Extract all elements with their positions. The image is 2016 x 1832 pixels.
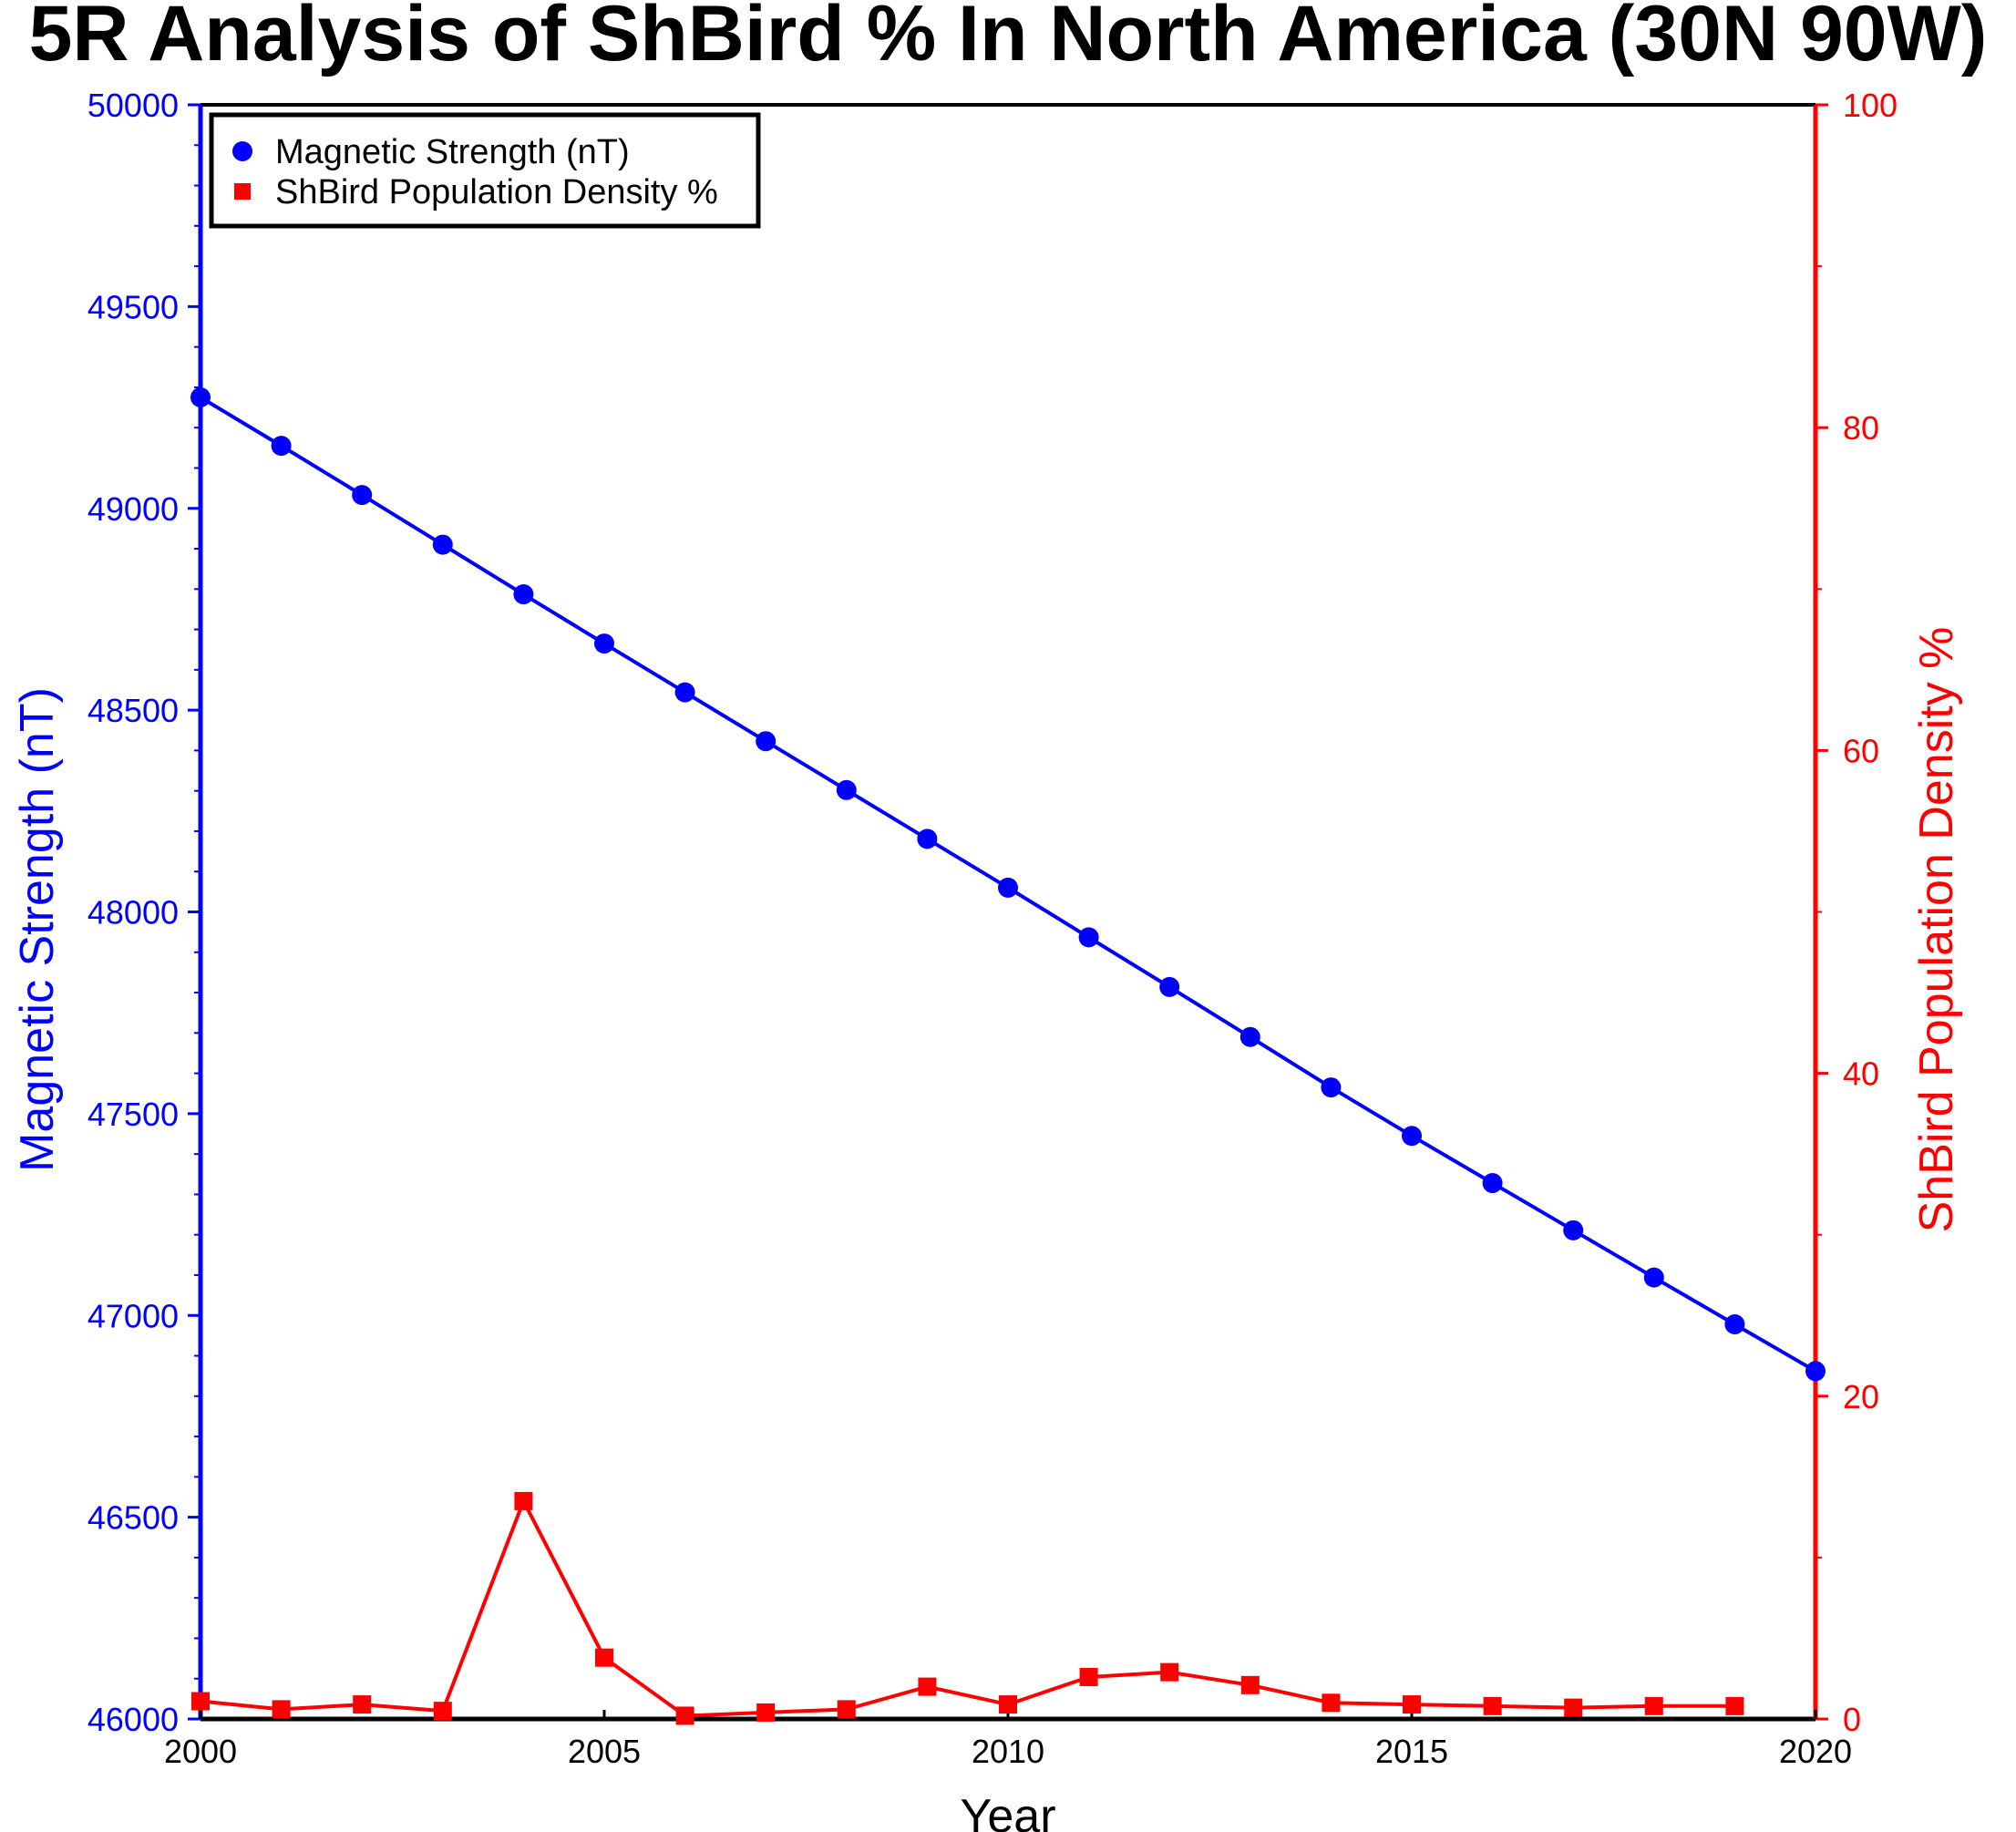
- shbird-point: [1725, 1696, 1744, 1715]
- shbird-point: [756, 1703, 776, 1722]
- right-tick-label: 40: [1843, 1055, 1879, 1093]
- left-tick-label: 50000: [87, 87, 179, 124]
- left-tick-label: 47500: [87, 1096, 179, 1133]
- plot-frame: [198, 103, 1818, 1722]
- shbird-point: [1564, 1698, 1583, 1717]
- left-tick-label: 48500: [87, 692, 179, 729]
- shbird-point: [514, 1491, 533, 1510]
- magnetic-point: [1805, 1361, 1826, 1382]
- magnetic-point: [1159, 976, 1180, 997]
- left-tick-label: 49500: [87, 288, 179, 325]
- magnetic-point: [190, 386, 211, 407]
- left-tick-label: 49000: [87, 490, 179, 528]
- shbird-point: [1483, 1696, 1502, 1715]
- magnetic-point: [1078, 927, 1099, 948]
- magnetic-point: [1482, 1173, 1503, 1194]
- legend-entry-label: Magnetic Strength (nT): [275, 133, 630, 171]
- legend-entry-label: ShBird Population Density %: [275, 173, 718, 211]
- x-axis: 2000 2005 2010 2015 2020: [164, 1710, 1852, 1770]
- x-tick-label: 2020: [1779, 1733, 1852, 1770]
- magnetic-point: [1563, 1220, 1584, 1240]
- right-tick-label: 100: [1843, 87, 1898, 124]
- series-layer: [190, 386, 1826, 1725]
- shbird-point: [675, 1706, 694, 1725]
- magnetic-point: [674, 682, 695, 703]
- magnetic-point: [513, 584, 534, 605]
- magnetic-series: [190, 386, 1826, 1382]
- shbird-point: [1160, 1662, 1179, 1682]
- shbird-point: [433, 1702, 452, 1721]
- shbird-point: [1322, 1693, 1341, 1713]
- shbird-point: [1240, 1675, 1260, 1694]
- legend-circle-marker: [232, 141, 252, 161]
- magnetic-point: [432, 534, 453, 555]
- magnetic-point: [1321, 1077, 1342, 1098]
- x-tick-label: 2010: [972, 1733, 1044, 1770]
- left-tick-label: 46000: [87, 1701, 179, 1738]
- left-y-axis: 46000 46500 47000 47500 48000 48500 49000 49500…: [87, 87, 201, 1738]
- right-y-axis-label: ShBird Population Density %: [1910, 627, 1963, 1233]
- magnetic-point: [271, 436, 292, 457]
- legend-square-marker: [234, 183, 251, 200]
- left-tick-label: 48000: [87, 894, 179, 931]
- shbird-point: [353, 1695, 372, 1714]
- right-tick-label: 60: [1843, 732, 1879, 769]
- magnetic-point: [756, 731, 777, 752]
- shbird-point: [1644, 1696, 1663, 1715]
- right-tick-label: 20: [1843, 1378, 1879, 1415]
- magnetic-point: [1402, 1126, 1422, 1147]
- x-axis-label: Year: [960, 1790, 1055, 1832]
- magnetic-point: [836, 779, 857, 800]
- shbird-point: [918, 1677, 937, 1696]
- left-tick-label: 47000: [87, 1297, 179, 1334]
- right-y-axis: 0 20 40 60 80 100: [1815, 87, 1898, 1738]
- x-tick-label: 2000: [164, 1733, 237, 1770]
- legend-box: [209, 112, 761, 229]
- shbird-point: [595, 1648, 613, 1667]
- magnetic-point: [1724, 1313, 1745, 1334]
- magnetic-point: [352, 485, 373, 506]
- shbird-line: [200, 1497, 1735, 1718]
- magnetic-point: [998, 877, 1018, 898]
- shbird-point: [272, 1700, 291, 1719]
- shbird-point: [191, 1692, 210, 1711]
- shbird-series: [191, 1491, 1744, 1725]
- x-tick-label: 2005: [568, 1733, 641, 1770]
- legend: Magnetic Strength (nT)ShBird Population …: [209, 112, 761, 229]
- shbird-point: [1079, 1667, 1098, 1686]
- shbird-point: [1403, 1695, 1421, 1714]
- shbird-point: [999, 1695, 1017, 1714]
- magnetic-point: [1239, 1026, 1260, 1047]
- right-tick-label: 0: [1843, 1701, 1861, 1738]
- right-tick-label: 80: [1843, 409, 1879, 447]
- x-tick-label: 2015: [1375, 1733, 1448, 1770]
- magnetic-point: [594, 633, 614, 654]
- magnetic-point: [1643, 1267, 1664, 1288]
- chart-title: 5R Analysis of ShBird % In North America…: [28, 0, 1988, 77]
- left-tick-label: 46500: [87, 1499, 179, 1537]
- left-y-axis-label: Magnetic Strength (nT): [11, 687, 64, 1172]
- magnetic-point: [917, 829, 938, 849]
- shbird-point: [837, 1700, 856, 1719]
